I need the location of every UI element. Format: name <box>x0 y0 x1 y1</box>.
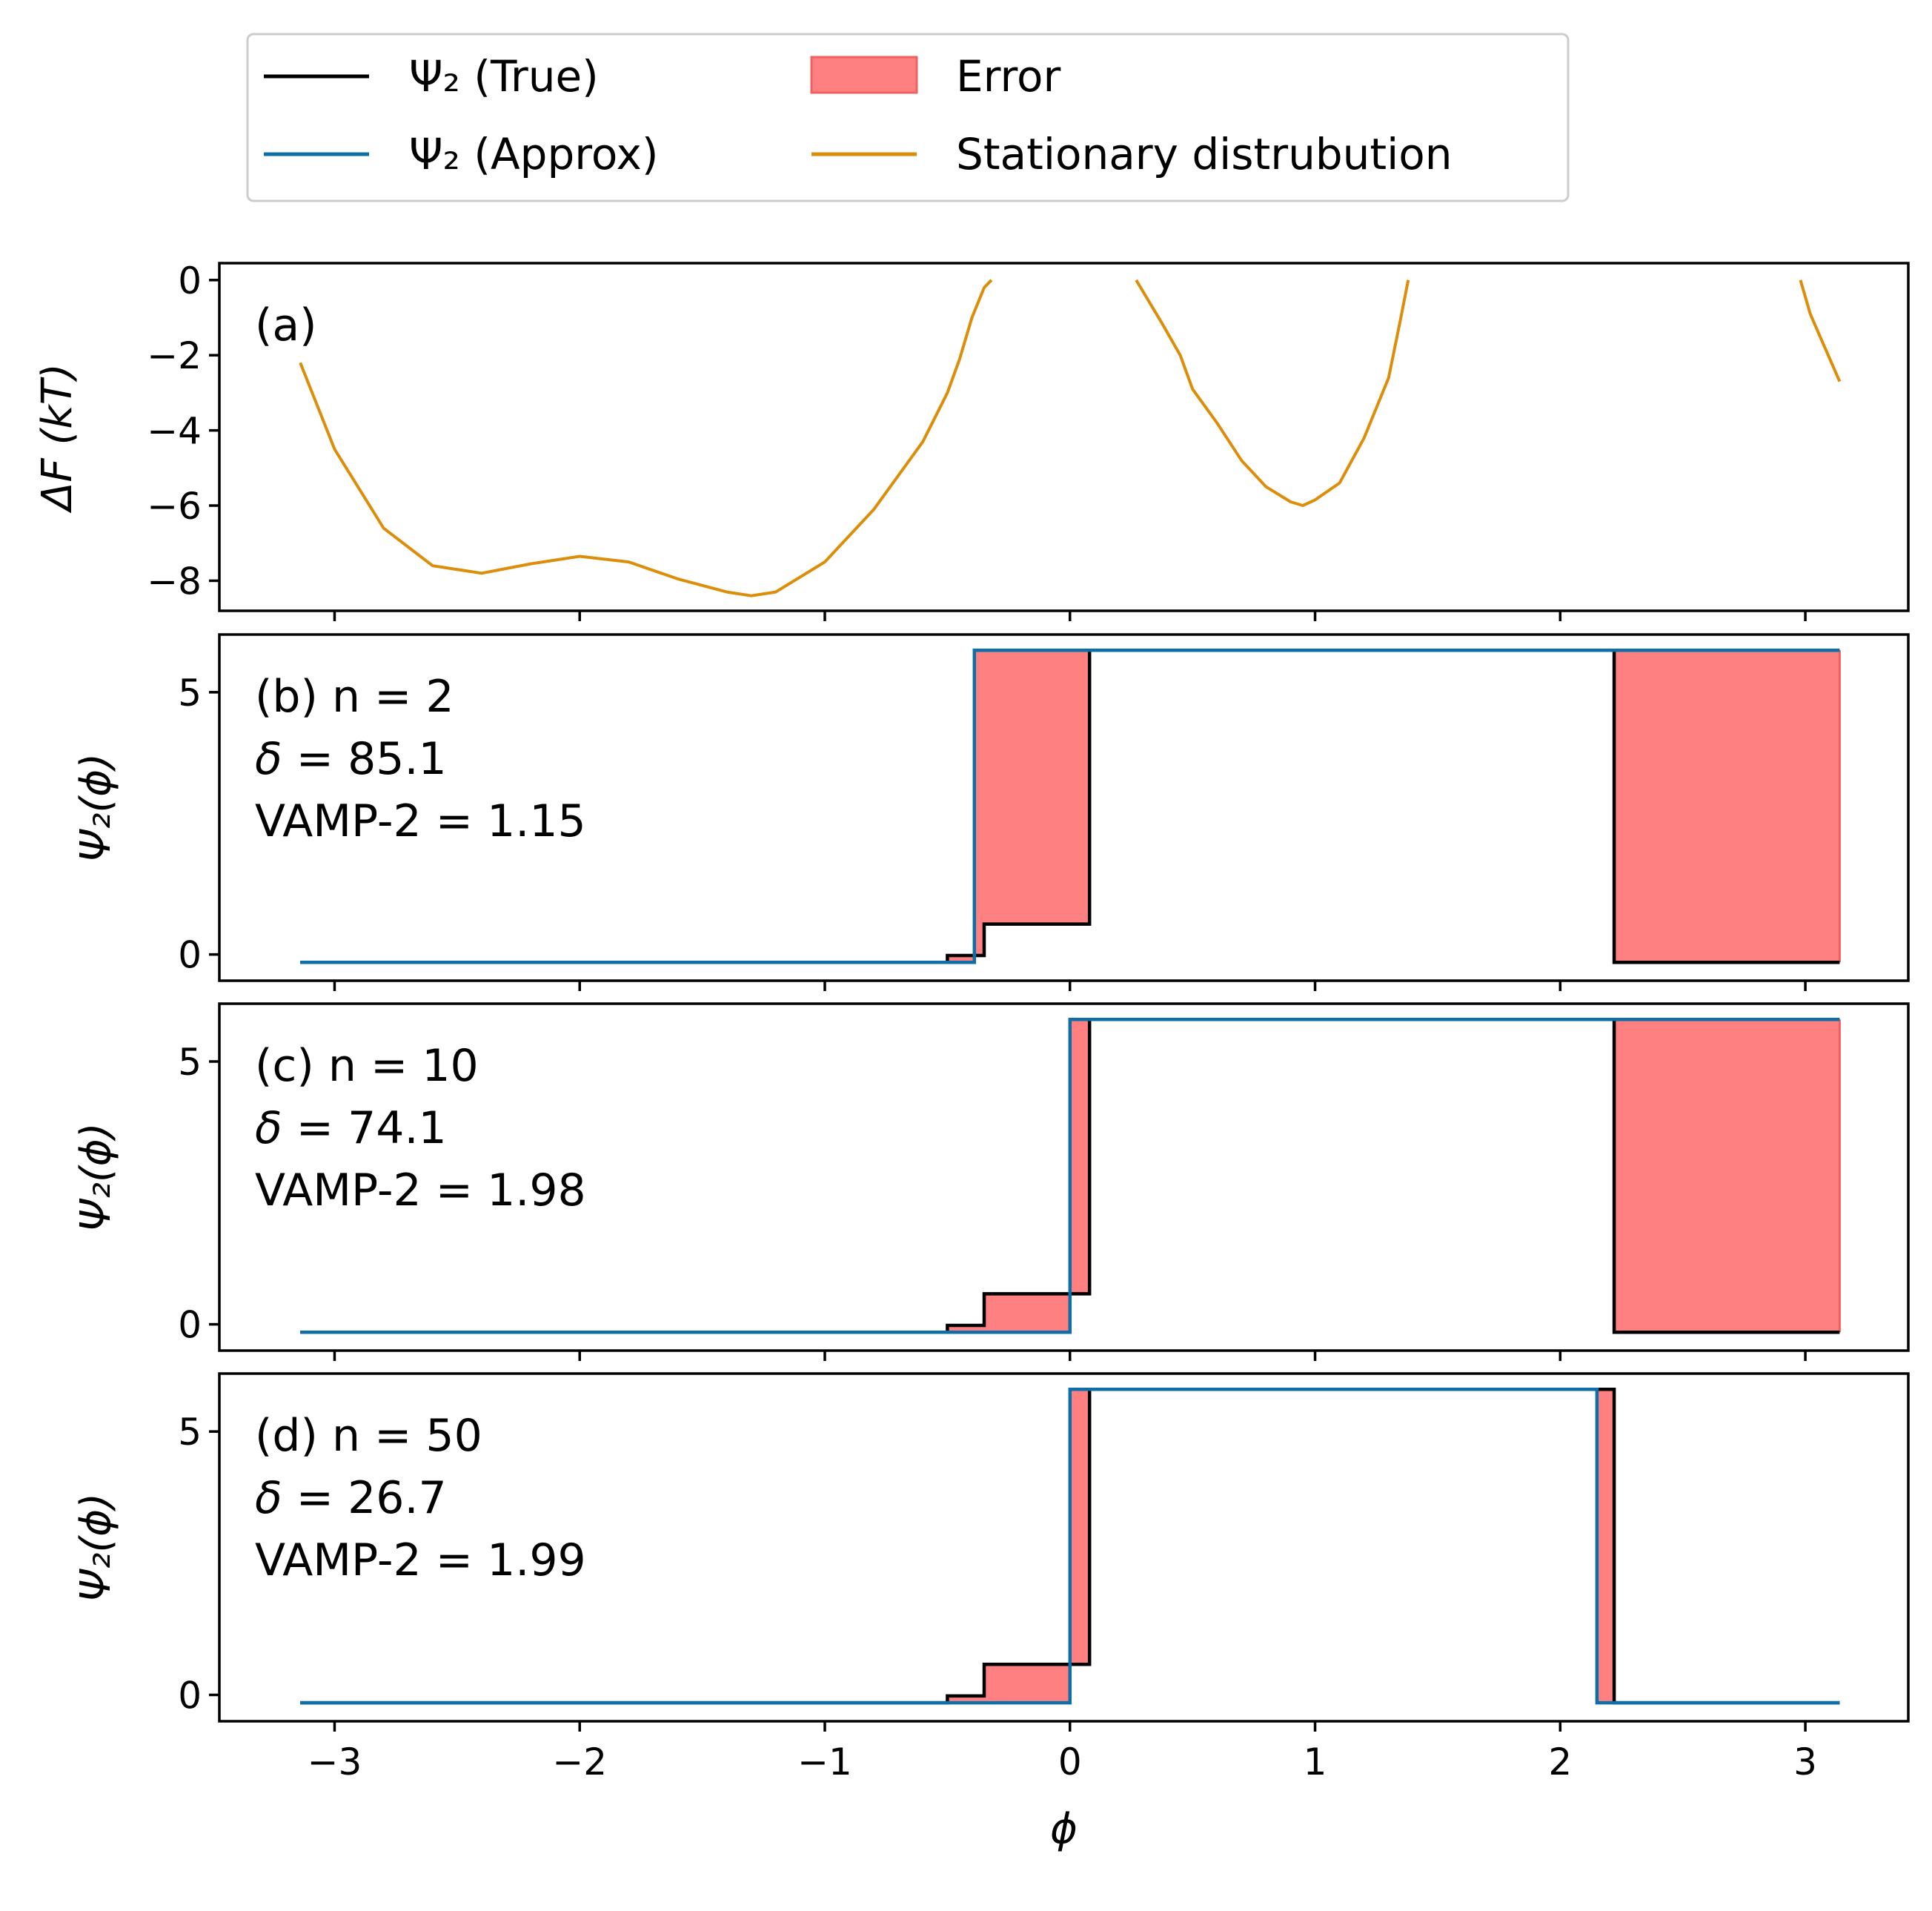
plot-area <box>299 279 1842 597</box>
stationary-curve-2 <box>1799 279 1842 382</box>
plot-area <box>300 648 1841 964</box>
error-region <box>1069 1019 1090 1294</box>
panel-1: 0 5 Ψ₂(ϕ) (b) n = 2 δ = 85.1 VAMP-2 = 1.15 <box>72 633 1910 991</box>
axes-frame <box>218 1372 1910 1723</box>
y-axis-label: Ψ₂(ϕ) <box>72 1122 120 1231</box>
y-axis-label: Ψ₂(ϕ) <box>72 1493 120 1602</box>
error-region <box>1614 650 1840 963</box>
ytick-label: −2 <box>147 334 202 377</box>
ytick-label: 5 <box>178 1411 202 1454</box>
y-axis-label: ΔF (kT) <box>33 363 82 514</box>
xtick-label: −3 <box>308 1741 362 1784</box>
vamp2-annotation: VAMP-2 = 1.99 <box>255 1534 586 1586</box>
true-curve <box>300 648 1840 964</box>
stationary-curve-0 <box>299 279 993 597</box>
plot-area <box>300 1018 1841 1334</box>
error-region <box>1596 1389 1615 1703</box>
ytick-label: 5 <box>178 1041 202 1084</box>
axes-frame <box>218 633 1910 982</box>
panel-label: (d) n = 50 <box>255 1410 482 1462</box>
approx-curve <box>300 1018 1840 1334</box>
panel-3: 0 5 −3 −2 −1 0 1 2 3 Ψ₂(ϕ) ϕ (d) n = 50 δ = 26.7 VAMP… <box>72 1372 1910 1853</box>
error-region <box>947 1695 984 1703</box>
delta-annotation: δ = 74.1 <box>255 1102 447 1154</box>
legend-label: Ψ₂ (Approx) <box>409 129 659 179</box>
vamp2-annotation: VAMP-2 = 1.15 <box>255 795 586 847</box>
panel-label: (c) n = 10 <box>255 1040 479 1092</box>
approx-curve <box>300 648 1840 964</box>
legend-label: Stationary distrubution <box>956 129 1453 179</box>
error-region <box>984 1294 1070 1333</box>
true-curve <box>300 1018 1840 1334</box>
ytick-label: −4 <box>147 410 202 453</box>
xtick-label: −1 <box>797 1741 852 1784</box>
xtick-label: 3 <box>1793 1741 1817 1784</box>
error-region <box>1069 1389 1090 1665</box>
legend-label: Error <box>956 51 1061 102</box>
error-region <box>974 650 984 956</box>
delta-annotation: δ = 26.7 <box>255 1472 447 1524</box>
error-region <box>984 1664 1070 1703</box>
error-region <box>947 1325 984 1333</box>
ytick-label: 0 <box>178 259 202 302</box>
legend-swatch-error <box>810 56 918 94</box>
xtick-label: 1 <box>1304 1741 1327 1784</box>
x-axis-label: ϕ <box>1050 1805 1078 1853</box>
axes-frame <box>218 1002 1910 1352</box>
legend-label: Ψ₂ (True) <box>409 51 599 102</box>
panel-label: (b) n = 2 <box>255 671 454 723</box>
xtick-label: 0 <box>1058 1741 1082 1784</box>
panel-0: 0 −2 −4 −6 −8 ΔF (kT) (a) <box>33 259 1910 621</box>
panel-label: (a) <box>255 299 317 351</box>
ytick-label: 5 <box>178 672 202 715</box>
true-curve <box>300 1388 1840 1705</box>
stationary-curve-1 <box>1135 279 1410 507</box>
legend: Ψ₂ (True) Ψ₂ (Approx) Error Stationary dist… <box>246 33 1570 202</box>
error-region <box>947 956 975 963</box>
plot-area <box>300 1388 1840 1705</box>
ytick-label: 0 <box>178 1674 202 1717</box>
vamp2-annotation: VAMP-2 = 1.98 <box>255 1165 586 1216</box>
xtick-label: −2 <box>552 1741 607 1784</box>
legend-frame <box>246 33 1570 202</box>
ytick-label: −6 <box>147 485 202 528</box>
delta-annotation: δ = 85.1 <box>255 733 447 785</box>
panels: 0 −2 −4 −6 −8 ΔF (kT) (a) 0 5 Ψ₂(ϕ) (b) n = 2 δ = 8… <box>33 259 1910 1853</box>
axes-frame <box>218 262 1910 612</box>
ytick-label: 0 <box>178 1304 202 1347</box>
y-axis-label: Ψ₂(ϕ) <box>72 753 120 862</box>
ytick-label: −8 <box>147 560 202 603</box>
approx-curve <box>300 1388 1840 1705</box>
error-region <box>1614 1019 1840 1333</box>
panel-2: 0 5 Ψ₂(ϕ) (c) n = 10 δ = 74.1 VAMP-2 = 1.98 <box>72 1002 1910 1361</box>
xtick-label: 2 <box>1548 1741 1572 1784</box>
ytick-label: 0 <box>178 934 202 977</box>
error-region <box>984 650 1090 924</box>
